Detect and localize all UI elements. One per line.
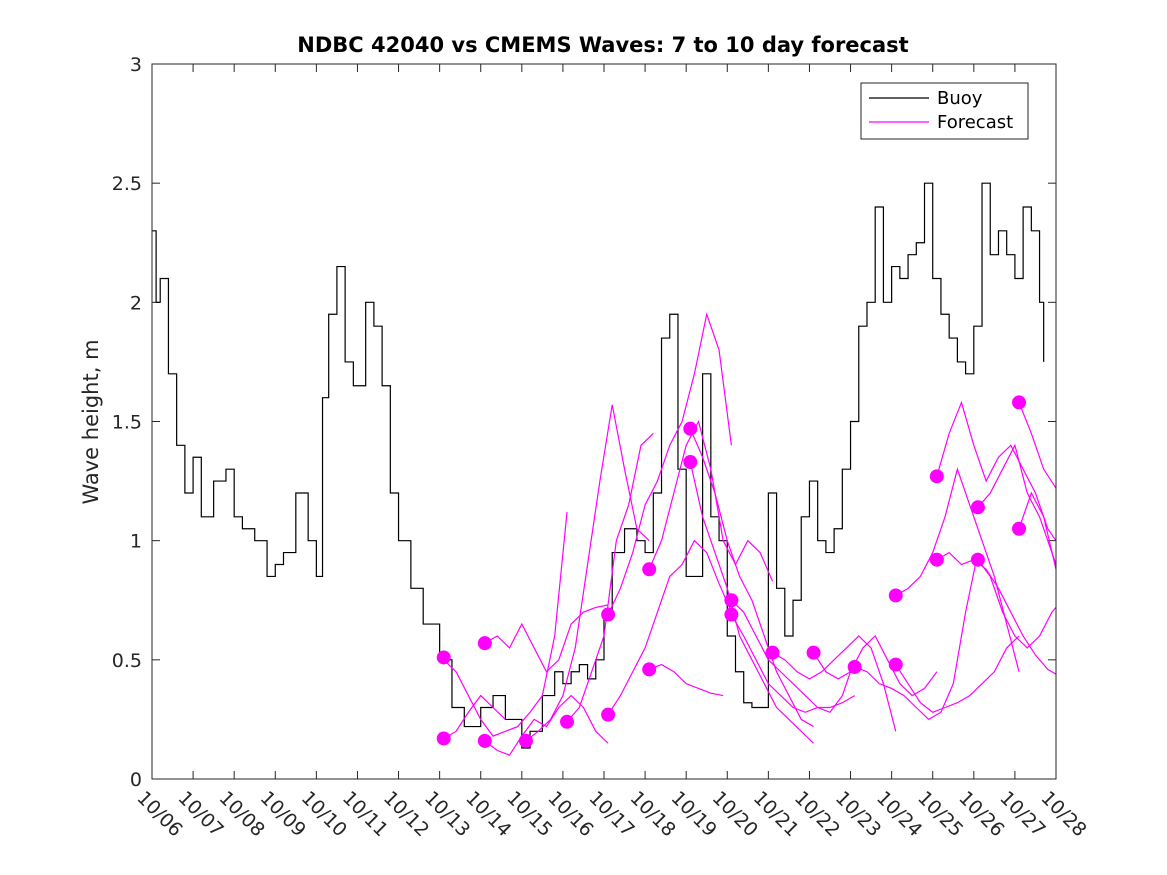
y-tick-label: 1.5	[112, 412, 142, 434]
forecast-start-marker	[560, 714, 575, 729]
forecast-series-line	[730, 614, 855, 713]
forecast-series-line	[1018, 491, 1057, 570]
forecast-start-marker	[601, 707, 616, 722]
y-tick-label: 2.5	[112, 173, 142, 195]
forecast-series-line	[484, 604, 609, 673]
legend-buoy-label: Buoy	[937, 88, 983, 109]
forecast-start-marker	[518, 733, 533, 748]
forecast-series-line	[607, 311, 732, 615]
forecast-start-marker	[724, 593, 739, 608]
forecast-series-line	[607, 539, 732, 715]
y-axis-title: Wave height, m	[79, 339, 103, 504]
forecast-series-line	[1018, 402, 1057, 489]
axes-frame	[151, 63, 1057, 780]
y-tick-label: 0.5	[112, 650, 142, 672]
forecast-start-marker	[929, 469, 944, 484]
buoy-series-line	[152, 182, 1045, 749]
forecast-series-line	[936, 551, 1057, 675]
forecast-start-marker	[806, 645, 821, 660]
forecast-series-line	[689, 461, 814, 744]
forecast-series-line	[895, 467, 1020, 672]
forecast-series-line	[484, 694, 609, 756]
forecast-start-marker	[1012, 521, 1027, 536]
forecast-start-marker	[970, 500, 985, 515]
forecast-start-marker	[642, 562, 657, 577]
forecast-series-line	[813, 635, 938, 697]
forecast-series-line	[443, 694, 506, 740]
forecast-series-line	[936, 400, 1057, 542]
forecast-series-line	[443, 512, 568, 737]
forecast-series-line	[648, 663, 724, 697]
forecast-start-marker	[970, 552, 985, 567]
forecast-series-line	[977, 559, 1057, 649]
forecast-start-marker	[601, 607, 616, 622]
forecast-series-line	[648, 419, 774, 582]
forecast-start-marker	[436, 731, 451, 746]
forecast-series-line	[895, 635, 1020, 713]
y-tick-label: 0	[130, 769, 142, 791]
legend-forecast-label: Forecast	[937, 112, 1013, 133]
forecast-start-marker	[847, 659, 862, 674]
forecast-start-marker	[765, 645, 780, 660]
forecast-start-marker	[683, 421, 698, 436]
forecast-series-line	[566, 432, 654, 723]
y-tick-label: 1	[130, 531, 142, 553]
axes-background	[152, 64, 1056, 779]
forecast-series-line	[689, 428, 814, 728]
forecast-start-marker	[1012, 395, 1027, 410]
forecast-start-marker	[683, 455, 698, 470]
forecast-series-line	[977, 443, 1057, 565]
y-tick-label: 2	[130, 292, 142, 314]
forecast-start-marker	[888, 657, 903, 672]
forecast-series-line	[854, 552, 979, 721]
forecast-start-marker	[436, 650, 451, 665]
forecast-start-marker	[477, 636, 492, 651]
forecast-start-marker	[724, 607, 739, 622]
y-tick-label: 3	[130, 54, 142, 76]
plot-area: 00.511.522.5310/0610/0710/0810/0910/1010…	[112, 54, 1091, 841]
forecast-start-marker	[642, 662, 657, 677]
legend-box	[860, 82, 1029, 140]
forecast-start-marker	[477, 733, 492, 748]
forecast-series-line	[772, 635, 897, 732]
forecast-series-line	[525, 404, 650, 742]
forecast-series-line	[730, 599, 856, 713]
forecast-start-marker	[888, 588, 903, 603]
chart-title: NDBC 42040 vs CMEMS Waves: 7 to 10 day f…	[297, 33, 908, 57]
legend: Buoy Forecast	[860, 82, 1029, 140]
forecast-start-marker	[929, 552, 944, 567]
